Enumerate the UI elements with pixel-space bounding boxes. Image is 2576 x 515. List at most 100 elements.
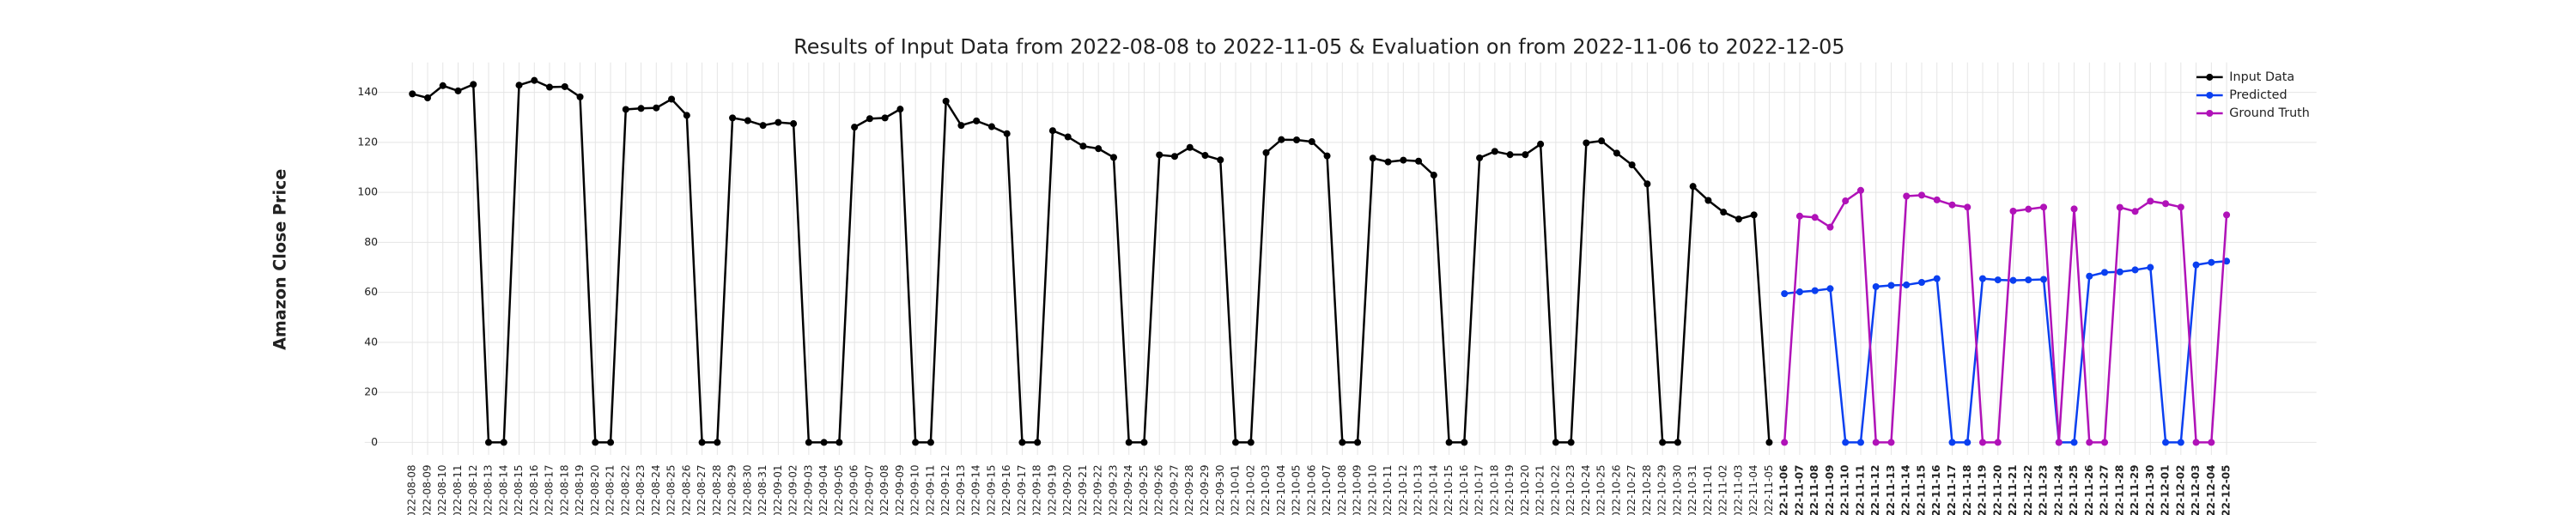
legend-marker xyxy=(2206,91,2214,99)
data-point xyxy=(1826,223,1834,231)
x-tick-label: 2022-08-25 xyxy=(665,464,677,515)
data-point xyxy=(1018,439,1026,446)
data-point xyxy=(881,114,889,122)
x-tick-label: 2022-09-03 xyxy=(802,464,814,515)
x-tick-label: 2022-09-13 xyxy=(955,464,967,515)
data-point xyxy=(1811,287,1819,294)
data-point xyxy=(973,117,981,124)
data-point xyxy=(1278,136,1285,143)
data-point xyxy=(2086,439,2093,446)
x-tick-label: 2022-09-24 xyxy=(1122,464,1134,515)
data-point xyxy=(2116,203,2123,211)
data-point xyxy=(607,439,615,446)
legend-label: Ground Truth xyxy=(2229,106,2310,120)
data-point xyxy=(1781,290,1789,298)
data-point xyxy=(1354,439,1362,446)
x-tick-label: 2022-10-31 xyxy=(1686,464,1698,515)
x-tick-label: 2022-11-16 xyxy=(1930,464,1942,515)
x-tick-label: 2022-10-12 xyxy=(1397,464,1409,515)
data-point xyxy=(592,439,599,446)
y-axis-label: Amazon Close Price xyxy=(270,169,290,350)
data-point xyxy=(2040,203,2048,211)
x-tick-label: 2022-10-01 xyxy=(1230,464,1242,515)
x-tick-label: 2022-11-29 xyxy=(2129,464,2141,515)
data-point xyxy=(1872,282,1880,290)
x-tick-label: 2022-11-14 xyxy=(1900,464,1912,515)
data-point xyxy=(576,93,584,100)
data-point xyxy=(1903,192,1911,200)
x-tick-label: 2022-09-10 xyxy=(909,464,921,515)
x-tick-label: 2022-08-18 xyxy=(558,464,570,515)
data-point xyxy=(637,105,645,112)
data-point xyxy=(454,87,462,94)
x-tick-label: 2022-11-30 xyxy=(2144,464,2156,515)
data-point xyxy=(1430,172,1437,179)
x-tick-label: 2022-10-07 xyxy=(1321,464,1333,515)
data-point xyxy=(2192,261,2200,269)
y-tick-label: 40 xyxy=(364,335,378,348)
data-point xyxy=(1109,154,1117,161)
data-point xyxy=(942,97,950,105)
data-point xyxy=(1201,152,1209,160)
x-tick-label: 2022-11-07 xyxy=(1793,464,1805,515)
data-point xyxy=(2208,258,2215,266)
legend-label: Predicted xyxy=(2229,88,2287,102)
data-point xyxy=(470,81,477,88)
x-tick-label: 2022-11-21 xyxy=(2007,464,2019,515)
data-point xyxy=(546,83,554,91)
data-point xyxy=(1659,439,1667,446)
data-point xyxy=(2070,439,2078,446)
x-tick-label: 2022-11-19 xyxy=(1977,464,1989,515)
x-tick-label: 2022-08-21 xyxy=(605,464,617,515)
data-point xyxy=(1491,148,1498,155)
x-tick-label: 2022-09-19 xyxy=(1046,464,1058,515)
x-tick-label: 2022-10-05 xyxy=(1291,464,1303,515)
x-tick-label: 2022-10-19 xyxy=(1504,464,1516,515)
data-point xyxy=(1095,145,1103,153)
data-point xyxy=(1369,154,1376,162)
data-point xyxy=(2025,276,2032,284)
x-tick-label: 2022-11-23 xyxy=(2038,464,2050,515)
data-point xyxy=(1872,439,1880,446)
x-tick-label: 2022-10-11 xyxy=(1382,464,1394,515)
y-tick-label: 140 xyxy=(357,85,378,98)
series-line xyxy=(1783,188,2228,444)
data-point xyxy=(927,439,934,446)
x-tick-label: 2022-10-09 xyxy=(1352,464,1364,515)
x-tick-label: 2022-10-20 xyxy=(1519,464,1531,515)
data-point xyxy=(2101,439,2109,446)
y-tick-label: 100 xyxy=(357,185,378,198)
x-tick-label: 2022-09-23 xyxy=(1107,464,1119,515)
data-point xyxy=(1994,439,2002,446)
data-point xyxy=(2147,264,2154,271)
x-tick-label: 2022-11-09 xyxy=(1824,464,1836,515)
legend-label: Input Data xyxy=(2229,70,2294,84)
legend: Input Data Predicted Ground Truth xyxy=(2196,70,2310,120)
x-tick-label: 2022-09-07 xyxy=(863,464,875,515)
data-point xyxy=(1978,439,1987,446)
data-point xyxy=(2147,197,2154,205)
data-point xyxy=(2162,200,2170,208)
y-tick-label: 20 xyxy=(364,385,378,398)
x-tick-label: 2022-08-16 xyxy=(528,464,540,515)
x-tick-label: 2022-11-27 xyxy=(2099,464,2111,515)
data-point xyxy=(423,94,432,102)
x-tick-label: 2022-11-18 xyxy=(1961,464,1973,515)
y-tick-label: 80 xyxy=(364,235,378,248)
data-point xyxy=(2131,266,2139,274)
x-tick-label: 2022-10-18 xyxy=(1488,464,1500,515)
x-tick-label: 2022-09-29 xyxy=(1199,464,1211,515)
data-point xyxy=(1978,275,1987,282)
data-point xyxy=(1994,276,2002,284)
data-point xyxy=(1903,281,1911,288)
data-point xyxy=(1537,140,1545,148)
x-tick-label: 2022-10-02 xyxy=(1244,464,1256,515)
data-point xyxy=(1400,156,1407,164)
x-tick-label: 2022-10-14 xyxy=(1427,464,1439,515)
data-point xyxy=(1735,215,1742,223)
x-tick-label: 2022-12-04 xyxy=(2205,464,2217,515)
x-tick-label: 2022-10-28 xyxy=(1641,464,1653,515)
x-tick-label: 2022-11-22 xyxy=(2022,464,2034,515)
data-point xyxy=(1323,152,1331,160)
data-point xyxy=(1506,151,1514,159)
